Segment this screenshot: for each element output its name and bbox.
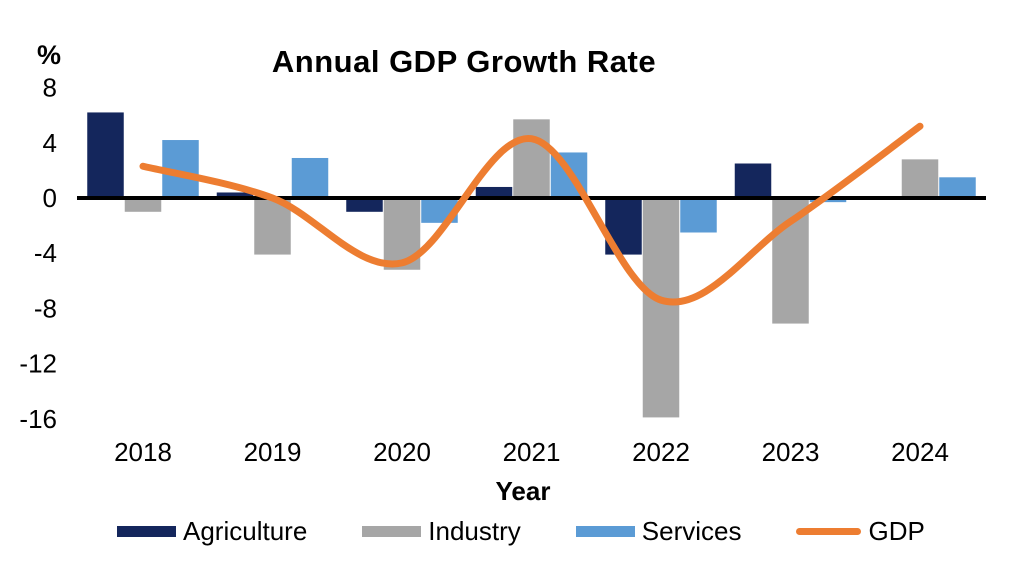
bar-services-2019 xyxy=(291,157,329,198)
legend-label-agriculture: Agriculture xyxy=(183,515,308,546)
y-tick-label: 4 xyxy=(43,128,57,158)
bar-agriculture-2018 xyxy=(87,112,124,198)
legend-item-agriculture: Agriculture xyxy=(117,516,307,547)
x-tick-label: 2019 xyxy=(244,437,302,467)
bar-services-2024 xyxy=(939,177,976,198)
x-tick-label: 2022 xyxy=(632,437,690,467)
gdp-legend-swatch xyxy=(796,527,862,535)
gdp-line xyxy=(139,122,924,306)
legend-item-gdp: GDP xyxy=(796,515,925,547)
legend-label-services: Services xyxy=(641,515,742,546)
y-tick-label: -4 xyxy=(34,238,57,268)
bar-agriculture-2019 xyxy=(216,192,254,198)
bar-services-2023 xyxy=(809,198,847,203)
agriculture-legend-swatch xyxy=(117,525,176,537)
x-tick-label: 2023 xyxy=(762,437,820,467)
services-legend-swatch xyxy=(575,525,635,537)
bar-industry-2021 xyxy=(513,119,550,198)
bar-agriculture-2020 xyxy=(346,198,383,212)
legend-label-gdp: GDP xyxy=(868,515,925,546)
x-tick-label: 2018 xyxy=(114,437,172,467)
x-axis-title: Year xyxy=(495,476,551,506)
x-tick-label: 2020 xyxy=(373,437,431,467)
bar-services-2022 xyxy=(680,198,717,233)
industry-legend-swatch xyxy=(362,525,422,537)
y-tick-label: 0 xyxy=(43,183,57,213)
legend-item-services: Services xyxy=(575,515,742,547)
y-tick-label: -12 xyxy=(19,349,57,379)
legend-label-industry: Industry xyxy=(428,515,521,546)
y-tick-label: 8 xyxy=(43,73,57,103)
x-axis-zero-line xyxy=(77,196,986,200)
bar-industry-2018 xyxy=(124,198,162,212)
chart-title: Annual GDP Growth Rate xyxy=(271,44,657,79)
bar-agriculture-2021 xyxy=(475,186,513,198)
bar-agriculture-2023 xyxy=(734,163,772,198)
bar-industry-2024 xyxy=(901,159,939,198)
bar-industry-2022 xyxy=(642,198,680,418)
y-tick-label: -16 xyxy=(19,404,57,434)
legend-item-industry: Industry xyxy=(362,516,521,547)
x-tick-label: 2021 xyxy=(503,437,561,467)
x-tick-label: 2024 xyxy=(891,437,949,467)
y-tick-label: -8 xyxy=(34,293,57,323)
legend: Agriculture Industry Services GDP xyxy=(117,515,925,547)
y-axis-unit-label: % xyxy=(37,40,62,70)
